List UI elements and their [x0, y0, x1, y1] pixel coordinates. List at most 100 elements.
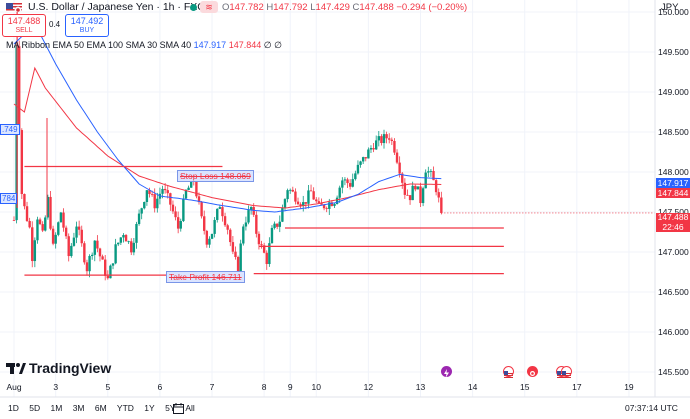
range-selector: 1D 5D 1M 3M 6M YTD 1Y 5Y All [8, 403, 203, 413]
candle-body [406, 194, 409, 196]
candle-body [341, 180, 344, 188]
candle-body [275, 223, 279, 227]
candle-body [223, 216, 227, 226]
candle-body [351, 179, 354, 187]
candle-body [231, 242, 235, 252]
take-profit-label[interactable]: Take Profit 146.711 [166, 271, 245, 283]
indicator-legend[interactable]: MA Ribbon EMA 50 EMA 100 SMA 30 SMA 40 1… [6, 40, 282, 51]
range-6m[interactable]: 6M [94, 403, 107, 413]
ema-blue-line [13, 23, 442, 213]
candle-body [101, 256, 104, 260]
y-tick-label: 150.000 [658, 7, 689, 17]
candle-body [93, 240, 96, 255]
price-axis: 150.000 149.500 149.000 148.500 148.000 147.5… [658, 7, 689, 377]
candle-body [72, 237, 76, 246]
candle-body [96, 240, 99, 249]
x-tick-label: 15 [520, 382, 530, 392]
candle-body [156, 198, 159, 209]
candle-body [25, 206, 29, 221]
range-3m[interactable]: 3M [72, 403, 85, 413]
candle-body [440, 197, 443, 213]
candle-body [59, 212, 63, 223]
ema-red-line [13, 66, 442, 209]
ohlc-high: 147.792 [273, 2, 308, 13]
data-status-badge[interactable]: ≋ [200, 1, 218, 13]
usd-flag-icon [6, 1, 22, 12]
calendar-range-icon[interactable] [173, 401, 184, 414]
candle-body [161, 188, 164, 194]
candle-body [257, 233, 261, 245]
candle-body [153, 194, 156, 209]
indicator-value-red: 147.844 [228, 40, 262, 50]
y-tick-label: 146.000 [658, 327, 689, 337]
candle-body [239, 243, 242, 273]
candle-body [67, 236, 70, 257]
candle-body [111, 263, 115, 266]
x-tick-label: Aug [6, 382, 21, 392]
last-price-badge: 147.488 22:46 [656, 212, 690, 232]
candle-body [359, 161, 362, 165]
utc-clock[interactable]: 07:37:14 UTC [625, 403, 678, 413]
symbol-title[interactable]: U.S. Dollar / Japanese Yen · 1h · FXCM [28, 1, 214, 13]
tradingview-logo[interactable]: TradingView [6, 360, 111, 376]
candle-body [268, 243, 271, 265]
edge-label-lower[interactable]: 784 [0, 193, 18, 204]
candle-body [242, 226, 245, 244]
candle-body [171, 204, 175, 212]
candle-body [377, 136, 380, 141]
buy-button[interactable]: 147.492 BUY [65, 14, 109, 37]
currency-label[interactable]: JPY [661, 2, 679, 13]
sell-button[interactable]: 147.488 SELL [2, 14, 46, 37]
market-status-dot [190, 4, 197, 11]
candle-body [184, 190, 188, 199]
range-5y[interactable]: 5Y [165, 403, 176, 413]
candle-body [182, 198, 185, 222]
y-tick-label: 147.000 [658, 247, 689, 257]
range-1m[interactable]: 1M [50, 403, 63, 413]
candle-body [244, 222, 248, 227]
ohlc-close: 147.488 [359, 2, 394, 13]
us-flag-event-icon[interactable] [503, 366, 514, 378]
candle-body [98, 248, 102, 257]
candle-body [150, 194, 154, 195]
lightning-event-icon[interactable] [441, 366, 452, 378]
candle-body [31, 227, 34, 262]
x-tick-label: 5 [105, 382, 110, 392]
candle-body [330, 202, 334, 206]
candle-body [23, 193, 26, 207]
candle-body [70, 245, 73, 257]
candle-body [117, 242, 120, 245]
candle-body [88, 256, 91, 272]
candle-body [281, 208, 284, 222]
candle-body [286, 190, 289, 200]
high-impact-event-icon[interactable] [527, 366, 538, 377]
candle-body [54, 234, 57, 244]
candle-body [403, 182, 407, 195]
candle-body [325, 208, 328, 209]
candle-body [291, 189, 295, 192]
candle-body [124, 235, 128, 242]
range-5d[interactable]: 5D [29, 403, 41, 413]
candle-body [390, 139, 394, 141]
candle-body [434, 180, 438, 193]
candle-body [304, 202, 308, 204]
candle-body [135, 223, 138, 243]
range-all[interactable]: All [185, 403, 195, 413]
buy-label: BUY [79, 27, 95, 34]
stop-loss-label[interactable]: Stop Loss 148.069 [177, 170, 254, 182]
candle-body [51, 228, 55, 244]
candle-body [28, 220, 31, 228]
range-1y[interactable]: 1Y [144, 403, 155, 413]
candle-body [57, 222, 60, 235]
candle-body [309, 190, 313, 192]
candle-body [427, 171, 430, 173]
range-ytd[interactable]: YTD [116, 403, 134, 413]
ohlc-close-key: C [352, 2, 360, 13]
range-1d[interactable]: 1D [8, 403, 19, 413]
edge-label-upper[interactable]: .749 [0, 124, 20, 135]
y-tick-label: 148.000 [658, 167, 689, 177]
us-flag-event-icon-3[interactable] [561, 366, 572, 378]
candle-body [388, 138, 391, 140]
candle-body [195, 181, 198, 197]
